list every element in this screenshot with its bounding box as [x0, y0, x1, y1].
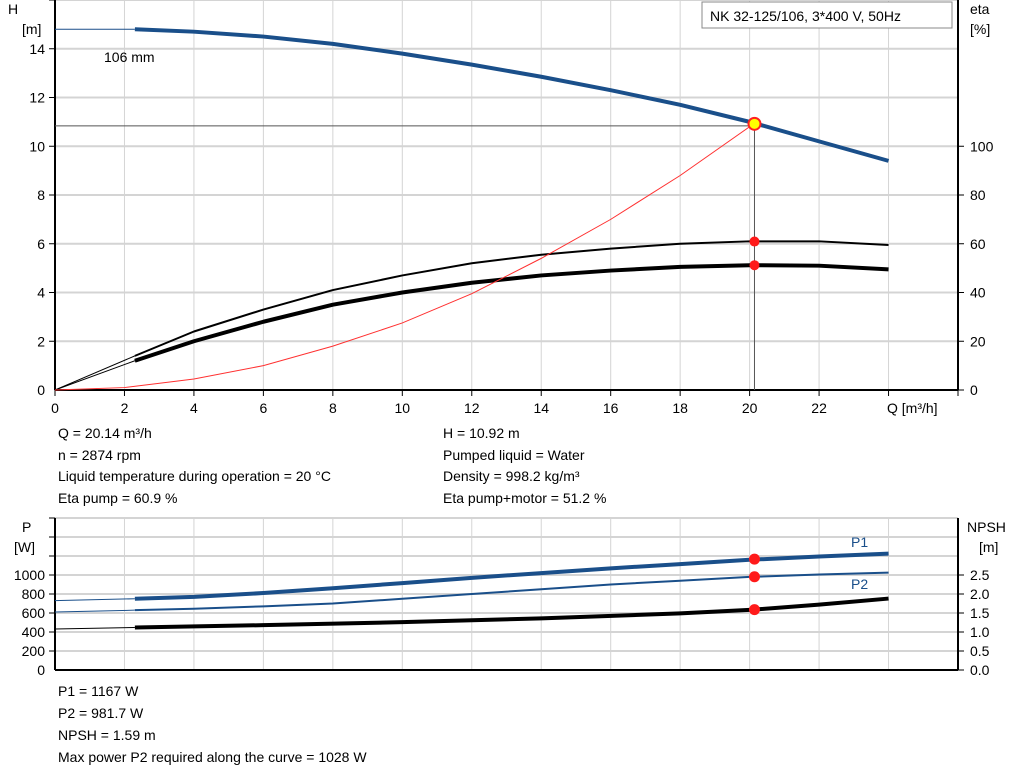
- x-tick-label: 10: [395, 400, 411, 416]
- P1-curve-extension: [54, 598, 135, 602]
- head-value: H = 10.92 m: [443, 425, 520, 441]
- P2-curve-extension: [54, 609, 135, 613]
- impeller-label: 106 mm: [104, 49, 155, 65]
- y-left-unit: [m]: [22, 21, 41, 37]
- y-right-tick-label: 80: [970, 187, 986, 203]
- x-tick-label: 6: [259, 400, 267, 416]
- npsh-curve: [134, 596, 889, 630]
- y-left-tick-label: 600: [22, 605, 46, 621]
- p1-value: P1 = 1167 W: [58, 683, 139, 699]
- y-right-tick-label: 1.5: [970, 605, 990, 621]
- y-left-tick-label: 200: [22, 643, 46, 659]
- density-value: Density = 998.2 kg/m³: [443, 468, 580, 484]
- pump-title: NK 32-125/106, 3*400 V, 50Hz: [710, 8, 901, 24]
- x-axis-label: Q [m³/h]: [887, 400, 938, 416]
- system-curve: [54, 123, 755, 391]
- info-top-left: Q = 20.14 m³/h n = 2874 rpm Liquid tempe…: [58, 423, 331, 509]
- y-left-tick-label: 800: [22, 586, 46, 602]
- eta-pump-motor-value: Eta pump+motor = 51.2 %: [443, 489, 607, 506]
- y-right-tick-label: 1.0: [970, 624, 990, 640]
- y-left-tick-label: 6: [37, 236, 45, 252]
- info-top-right: H = 10.92 m Pumped liquid = Water Densit…: [443, 423, 606, 509]
- y-left-tick-label: 1000: [14, 567, 45, 583]
- y-left-tick-label: 10: [29, 138, 45, 154]
- y-left-tick-label: 2: [37, 333, 45, 349]
- max-power-value: Max power P2 required along the curve = …: [58, 749, 367, 765]
- npsh-point: [748, 604, 760, 616]
- npsh-unit: [m]: [979, 539, 998, 555]
- head-chart: 0 2 4 6 8 10 12 14 0 20 40 60 80 100 0 2 4 6 8 10 12 14 16 18 20…: [29, 0, 994, 416]
- eta_pump_motor-curve-extension: [54, 360, 136, 391]
- p2-point: [748, 571, 760, 583]
- temperature-value: Liquid temperature during operation = 20…: [58, 468, 331, 484]
- speed-value: n = 2874 rpm: [58, 446, 141, 463]
- y-right-tick-label: 2.5: [970, 567, 990, 583]
- y-left-label: H: [8, 1, 18, 17]
- eta_pump-curve: [134, 240, 889, 357]
- power-chart: 0 200 400 600 800 1000 0.0 0.5 1.0 1.5 2.0 2.5: [14, 517, 990, 678]
- y-left-tick-label: 8: [37, 187, 45, 203]
- operating-point: [747, 116, 762, 131]
- p-label: P: [22, 519, 31, 535]
- x-tick-label: 18: [672, 400, 688, 416]
- y-left-tick-label: 400: [22, 624, 46, 640]
- x-tick-label: 0: [51, 400, 59, 416]
- y-left-tick-label: 14: [29, 41, 45, 57]
- liquid-value: Pumped liquid = Water: [443, 446, 585, 463]
- p2-series-label: P2: [851, 576, 868, 592]
- x-tick-label: 14: [533, 400, 549, 416]
- p-unit: [W]: [14, 539, 35, 555]
- x-tick-label: 12: [464, 400, 480, 416]
- x-tick-label: 20: [742, 400, 758, 416]
- eta_pump_motor-curve: [134, 263, 889, 363]
- eta-pump-motor-point: [749, 260, 760, 271]
- x-tick-label: 22: [811, 400, 827, 416]
- eta-pump-value: Eta pump = 60.9 %: [58, 489, 178, 506]
- x-tick-label: 4: [190, 400, 198, 416]
- y-right-tick-label: 0: [970, 382, 978, 398]
- x-tick-label: 16: [603, 400, 619, 416]
- y-right-label: eta: [970, 1, 990, 17]
- eta-pump-point: [749, 236, 760, 247]
- flow-value: Q = 20.14 m³/h: [58, 425, 152, 441]
- x-tick-label: 8: [329, 400, 337, 416]
- p1-point: [748, 553, 760, 565]
- y-right-tick-label: 0.0: [970, 662, 990, 678]
- npsh-label: NPSH: [967, 519, 1006, 535]
- y-right-unit: [%]: [970, 21, 990, 37]
- y-right-tick-label: 2.0: [970, 586, 990, 602]
- x-tick-label: 2: [121, 400, 129, 416]
- P2-curve: [134, 571, 889, 612]
- y-right-tick-label: 60: [970, 236, 986, 252]
- p2-value: P2 = 981.7 W: [58, 705, 144, 721]
- info-bottom: P1 = 1167 W P2 = 981.7 W NPSH = 1.59 m M…: [58, 680, 367, 768]
- P1-curve: [134, 551, 889, 601]
- eta_pump-curve-extension: [54, 355, 136, 391]
- y-right-tick-label: 0.5: [970, 643, 990, 659]
- p1-series-label: P1: [851, 534, 868, 550]
- title-box: NK 32-125/106, 3*400 V, 50Hz: [701, 1, 953, 29]
- y-left-tick-label: 0: [37, 662, 45, 678]
- npsh-value: NPSH = 1.59 m: [58, 727, 156, 743]
- y-left-tick-label: 4: [37, 285, 45, 301]
- y-left-tick-label: 0: [37, 382, 45, 398]
- y-left-tick-label: 12: [29, 90, 45, 106]
- y-right-tick-label: 40: [970, 285, 986, 301]
- y-right-tick-label: 100: [970, 138, 994, 154]
- y-right-tick-label: 20: [970, 333, 986, 349]
- npsh-curve-extension: [54, 626, 135, 630]
